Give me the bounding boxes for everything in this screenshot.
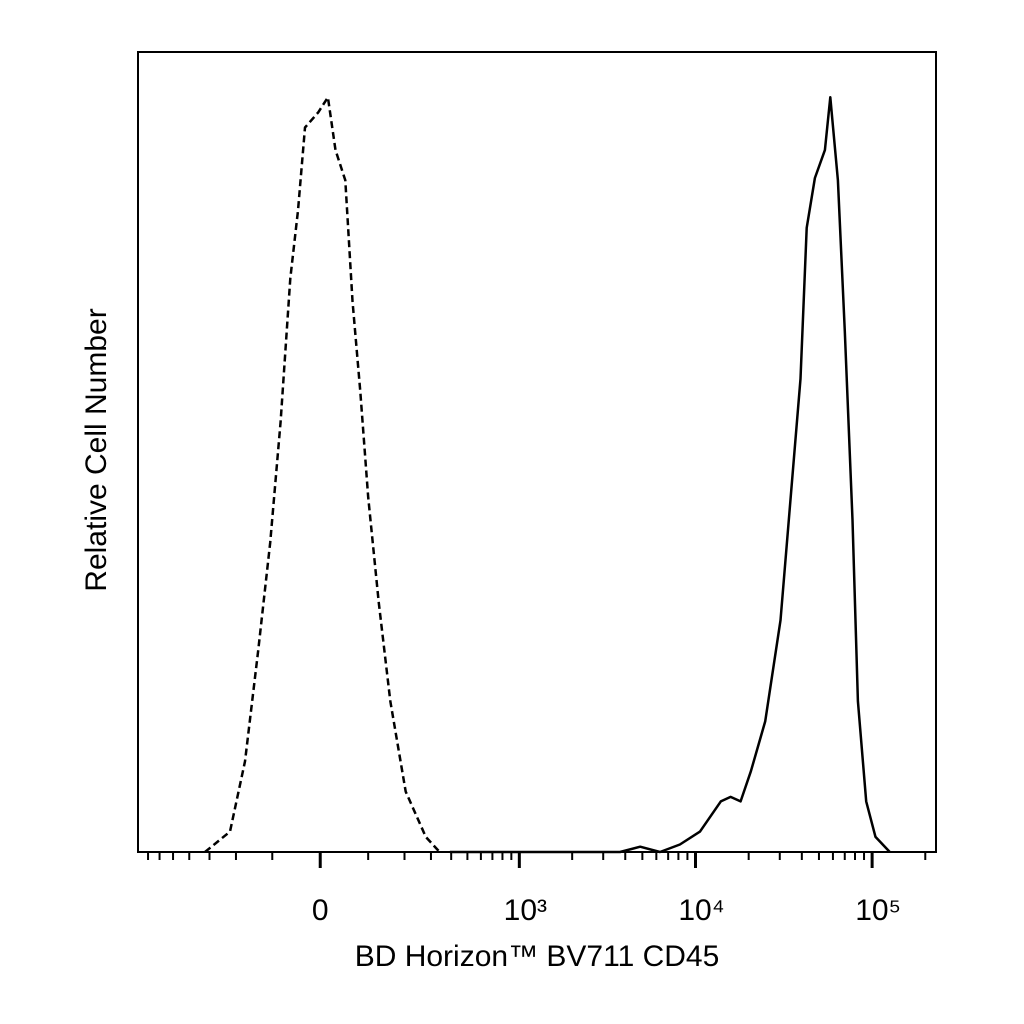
y-axis-title: Relative Cell Number <box>80 308 113 591</box>
x-tick-label: 0 <box>312 894 329 927</box>
x-tick-label: 10³ <box>504 894 547 927</box>
x-tick-label: 10⁴ <box>678 894 724 927</box>
histogram-line <box>449 96 891 854</box>
histogram-line <box>204 96 441 853</box>
x-axis-title: BD Horizon™ BV711 CD45 <box>355 940 720 973</box>
x-tick-label: 10⁵ <box>855 894 901 927</box>
